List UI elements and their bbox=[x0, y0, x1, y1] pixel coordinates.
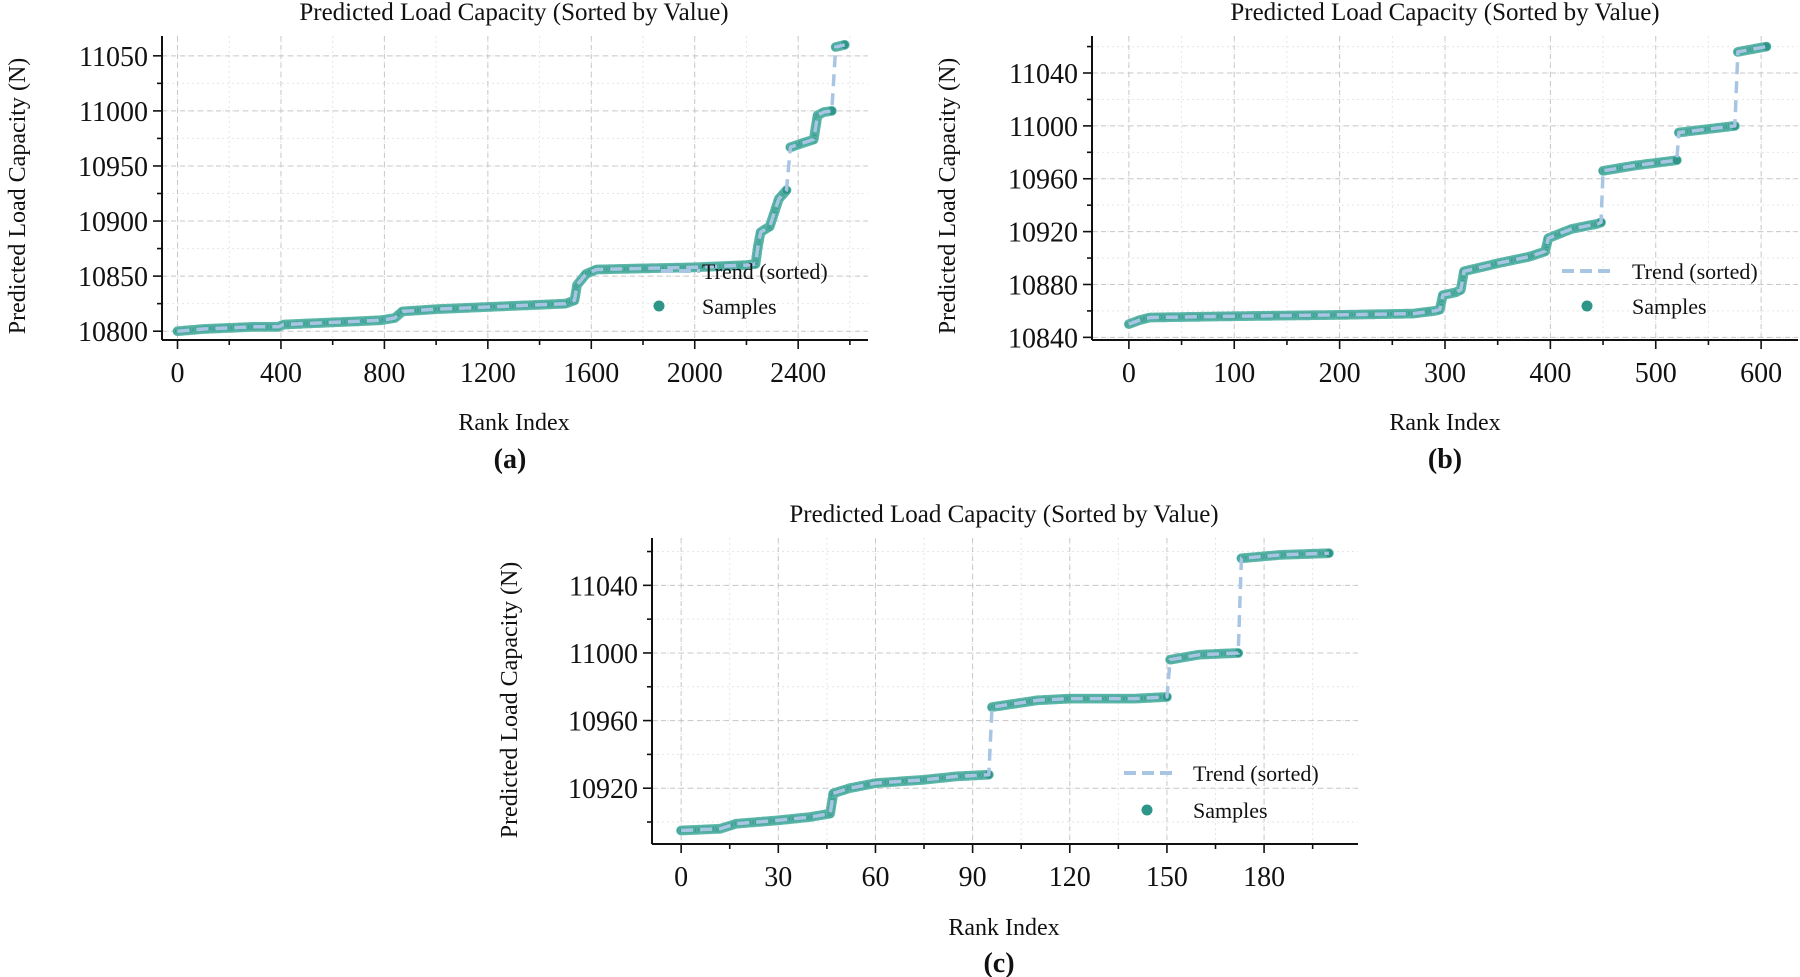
x-tick-label: 200 bbox=[1319, 358, 1361, 389]
x-tick-label: 30 bbox=[764, 862, 792, 893]
x-tick-label: 1200 bbox=[460, 358, 516, 389]
y-tick-label: 10880 bbox=[1008, 270, 1078, 301]
x-tick-label: 180 bbox=[1243, 862, 1285, 893]
y-tick-label: 10840 bbox=[1008, 323, 1078, 354]
x-tick-label: 100 bbox=[1213, 358, 1255, 389]
chart-title-a: Predicted Load Capacity (Sorted by Value… bbox=[299, 0, 728, 26]
x-tick-label: 400 bbox=[1529, 358, 1571, 389]
x-tick-label: 0 bbox=[171, 358, 185, 389]
x-tick-label: 90 bbox=[959, 862, 987, 893]
y-tick-label: 11000 bbox=[1009, 112, 1078, 143]
y-axis-label-a: Predicted Load Capacity (N) bbox=[5, 58, 31, 335]
x-tick-label: 1600 bbox=[563, 358, 619, 389]
y-tick-label: 10920 bbox=[1008, 218, 1078, 249]
x-axis-label-b: Rank Index bbox=[1389, 410, 1500, 436]
trend-line bbox=[177, 43, 846, 333]
x-tick-label: 150 bbox=[1146, 862, 1188, 893]
chart-title-b: Predicted Load Capacity (Sorted by Value… bbox=[1230, 0, 1659, 26]
panel-label-c: (c) bbox=[983, 948, 1014, 977]
y-tick-label: 10950 bbox=[78, 152, 148, 183]
y-tick-label: 11000 bbox=[569, 639, 638, 670]
y-tick-label: 11000 bbox=[79, 97, 148, 128]
x-axis-label-a: Rank Index bbox=[458, 410, 569, 436]
x-tick-label: 500 bbox=[1635, 358, 1677, 389]
legend-samples-label-a: Samples bbox=[702, 294, 777, 319]
legend-trend-label-b: Trend (sorted) bbox=[1632, 259, 1758, 284]
legend-samples-label-c: Samples bbox=[1193, 798, 1268, 823]
legend-samples-label-b: Samples bbox=[1632, 294, 1707, 319]
y-tick-label: 11040 bbox=[1009, 59, 1078, 90]
y-tick-label: 10800 bbox=[78, 317, 148, 348]
y-axis-label-c: Predicted Load Capacity (N) bbox=[497, 562, 523, 839]
legend-b: Trend (sorted) Samples bbox=[1562, 259, 1758, 319]
plot-area-b: 0 100 200 300 400 500 600 10840 10880 10920 10960 1… bbox=[1008, 36, 1798, 389]
x-tick-label: 2400 bbox=[770, 358, 826, 389]
x-axis-label-c: Rank Index bbox=[948, 915, 1059, 941]
chart-panel-b: Predicted Load Capacity (Sorted by Value… bbox=[935, 0, 1798, 475]
x-tick-label: 800 bbox=[363, 358, 405, 389]
x-tick-label: 120 bbox=[1049, 862, 1091, 893]
x-tick-label: 0 bbox=[1122, 358, 1136, 389]
x-tick-label: 400 bbox=[260, 358, 302, 389]
chart-title-c: Predicted Load Capacity (Sorted by Value… bbox=[789, 501, 1218, 528]
panel-label-a: (a) bbox=[494, 444, 527, 475]
y-tick-label: 10960 bbox=[568, 707, 638, 738]
legend-samples-marker-b bbox=[1581, 300, 1593, 312]
x-tick-label: 600 bbox=[1740, 358, 1782, 389]
y-tick-label: 10960 bbox=[1008, 165, 1078, 196]
legend-trend-label-a: Trend (sorted) bbox=[702, 259, 828, 284]
x-tick-label: 60 bbox=[861, 862, 889, 893]
legend-samples-marker-a bbox=[653, 300, 665, 312]
plot-area-a: 0 400 800 1200 1600 2000 2400 10800 10850 10900 10… bbox=[78, 36, 868, 389]
x-tick-label: 300 bbox=[1424, 358, 1466, 389]
legend-a: Trend (sorted) Samples bbox=[653, 259, 828, 319]
panel-label-b: (b) bbox=[1428, 444, 1462, 475]
y-tick-label: 11040 bbox=[569, 571, 638, 602]
chart-panel-a: Predicted Load Capacity (Sorted by Value… bbox=[5, 0, 868, 475]
legend-trend-label-c: Trend (sorted) bbox=[1193, 761, 1319, 786]
y-tick-label: 10900 bbox=[78, 207, 148, 238]
y-tick-label: 11050 bbox=[79, 42, 148, 73]
x-tick-label: 0 bbox=[674, 862, 688, 893]
legend-samples-marker-c bbox=[1141, 804, 1153, 816]
y-axis-label-b: Predicted Load Capacity (N) bbox=[935, 58, 961, 335]
chart-panel-c: Predicted Load Capacity (Sorted by Value… bbox=[497, 501, 1358, 977]
plot-area-c: 0 30 60 90 120 150 180 10920 10960 11000 11040 bbox=[568, 538, 1358, 893]
y-tick-label: 10850 bbox=[78, 262, 148, 293]
trend-line bbox=[681, 551, 1329, 833]
x-tick-label: 2000 bbox=[667, 358, 723, 389]
trend-line bbox=[1128, 44, 1767, 326]
y-tick-label: 10920 bbox=[568, 774, 638, 805]
legend-c: Trend (sorted) Samples bbox=[1124, 761, 1319, 823]
